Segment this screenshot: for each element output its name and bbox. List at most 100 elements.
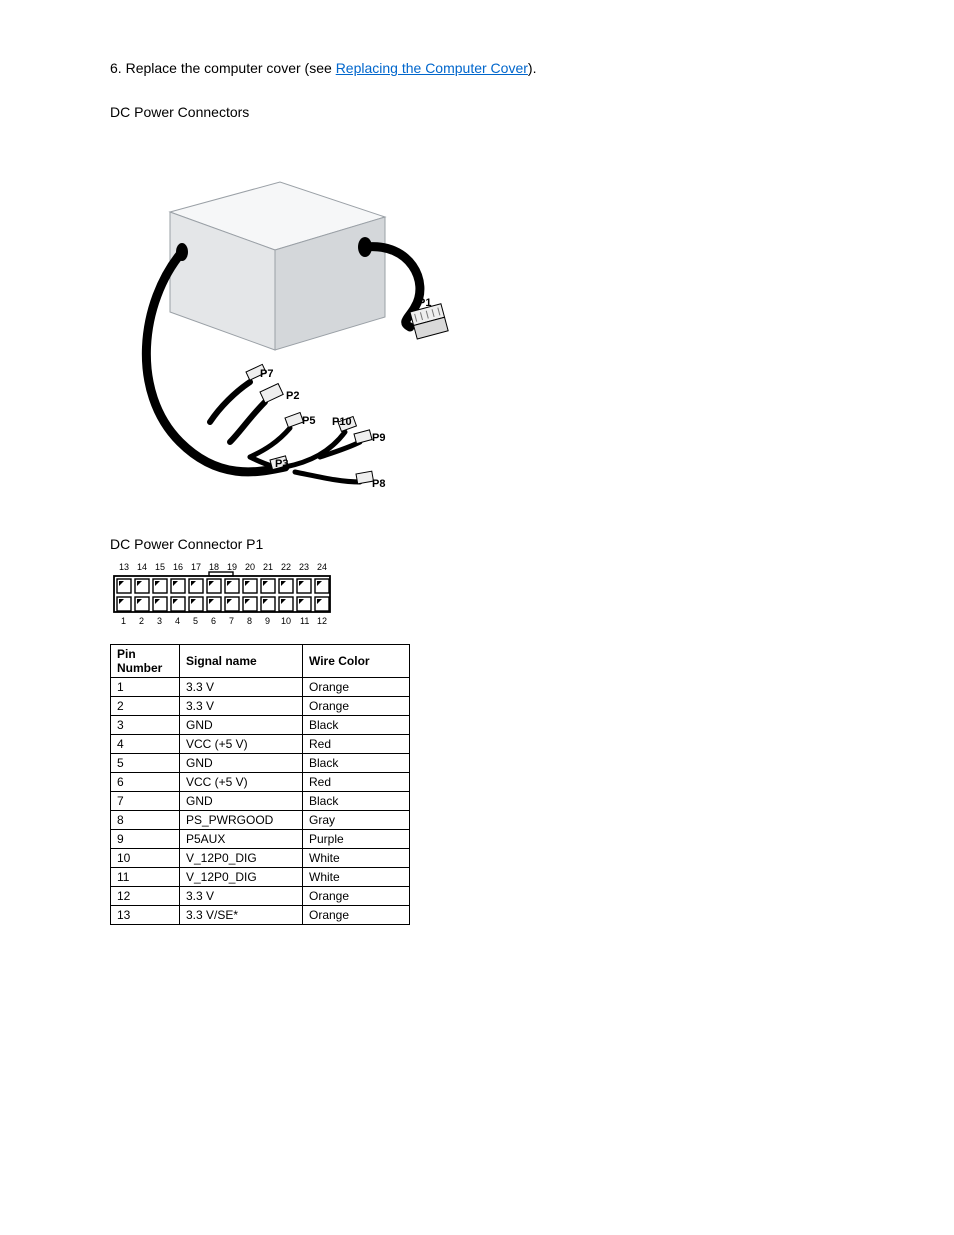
table-cell: Black (303, 716, 410, 735)
label-p3: P3 (275, 458, 288, 470)
pin-num-7: 7 (229, 616, 234, 626)
table-row: 4VCC (+5 V)Red (111, 735, 410, 754)
table-cell: 6 (111, 773, 180, 792)
pin-num-11: 11 (300, 616, 309, 626)
label-p8: P8 (372, 478, 385, 490)
table-cell: 3.3 V (180, 678, 303, 697)
table-cell: White (303, 868, 410, 887)
step-text-before: Replace the computer cover (see (126, 60, 336, 76)
table-row: 9P5AUXPurple (111, 830, 410, 849)
table-cell: 3 (111, 716, 180, 735)
table-cell: VCC (+5 V) (180, 735, 303, 754)
pin-num-8: 8 (247, 616, 252, 626)
table-cell: 11 (111, 868, 180, 887)
step-text-after: ). (528, 60, 537, 76)
pin-num-13: 13 (119, 562, 129, 572)
pin-num-1: 1 (121, 616, 126, 626)
table-cell: 1 (111, 678, 180, 697)
table-cell: 10 (111, 849, 180, 868)
pinout-svg: 13 14 15 16 17 18 19 20 21 22 23 24 1 2 … (110, 560, 335, 630)
table-cell: 4 (111, 735, 180, 754)
table-cell: Orange (303, 678, 410, 697)
pin-num-20: 20 (245, 562, 255, 572)
pin-table: Pin Number Signal name Wire Color 13.3 V… (110, 644, 410, 925)
table-cell: Red (303, 773, 410, 792)
pin-num-24: 24 (317, 562, 327, 572)
table-cell: 9 (111, 830, 180, 849)
table-cell: GND (180, 754, 303, 773)
table-cell: GND (180, 792, 303, 811)
table-row: 7GNDBlack (111, 792, 410, 811)
label-p2: P2 (286, 390, 299, 402)
label-p9: P9 (372, 432, 385, 444)
document-page: 6. Replace the computer cover (see Repla… (0, 0, 954, 1235)
table-row: 133.3 V/SE*Orange (111, 906, 410, 925)
table-row: 123.3 VOrange (111, 887, 410, 906)
table-row: 13.3 VOrange (111, 678, 410, 697)
pin-num-21: 21 (263, 562, 273, 572)
pin-num-22: 22 (281, 562, 291, 572)
table-header-row: Pin Number Signal name Wire Color (111, 645, 410, 678)
table-cell: Orange (303, 906, 410, 925)
psu-figure: P1 P7 P2 P5 P10 P3 P9 P8 (110, 132, 450, 512)
pin-num-10: 10 (281, 616, 291, 626)
table-cell: Orange (303, 887, 410, 906)
table-cell: White (303, 849, 410, 868)
table-cell: 7 (111, 792, 180, 811)
label-p10: P10 (332, 416, 352, 428)
pin-num-4: 4 (175, 616, 180, 626)
table-cell: GND (180, 716, 303, 735)
col-signal: Signal name (180, 645, 303, 678)
table-cell: 2 (111, 697, 180, 716)
table-row: 5GNDBlack (111, 754, 410, 773)
col-color: Wire Color (303, 645, 410, 678)
step-number: 6. (110, 60, 122, 76)
table-cell: VCC (+5 V) (180, 773, 303, 792)
label-p7: P7 (260, 368, 273, 380)
label-p1: P1 (418, 297, 431, 309)
table-row: 11V_12P0_DIGWhite (111, 868, 410, 887)
table-cell: Purple (303, 830, 410, 849)
connector-heading: DC Power Connector P1 (110, 536, 844, 552)
table-row: 10V_12P0_DIGWhite (111, 849, 410, 868)
label-p5: P5 (302, 415, 315, 427)
table-cell: Red (303, 735, 410, 754)
table-cell: Black (303, 754, 410, 773)
col-pin: Pin Number (111, 645, 180, 678)
table-cell: V_12P0_DIG (180, 849, 303, 868)
instruction-step: 6. Replace the computer cover (see Repla… (110, 60, 844, 76)
pin-num-16: 16 (173, 562, 183, 572)
pin-num-14: 14 (137, 562, 147, 572)
pin-num-15: 15 (155, 562, 165, 572)
pin-num-2: 2 (139, 616, 144, 626)
table-cell: 8 (111, 811, 180, 830)
table-row: 3GNDBlack (111, 716, 410, 735)
pin-num-19: 19 (227, 562, 237, 572)
table-cell: Gray (303, 811, 410, 830)
psu-diagram-svg (110, 132, 450, 512)
pin-num-3: 3 (157, 616, 162, 626)
pin-num-5: 5 (193, 616, 198, 626)
table-cell: P5AUX (180, 830, 303, 849)
table-row: 6VCC (+5 V)Red (111, 773, 410, 792)
section-title: DC Power Connectors (110, 104, 844, 120)
table-cell: 5 (111, 754, 180, 773)
pin-num-12: 12 (317, 616, 327, 626)
table-cell: Black (303, 792, 410, 811)
table-cell: V_12P0_DIG (180, 868, 303, 887)
table-cell: Orange (303, 697, 410, 716)
table-row: 8PS_PWRGOODGray (111, 811, 410, 830)
cover-link[interactable]: Replacing the Computer Cover (336, 60, 528, 76)
pin-num-9: 9 (265, 616, 270, 626)
table-cell: 13 (111, 906, 180, 925)
table-cell: 3.3 V (180, 697, 303, 716)
table-cell: 3.3 V/SE* (180, 906, 303, 925)
table-cell: PS_PWRGOOD (180, 811, 303, 830)
pin-num-23: 23 (299, 562, 309, 572)
pin-num-17: 17 (191, 562, 201, 572)
pin-num-18: 18 (209, 562, 219, 572)
pin-num-6: 6 (211, 616, 216, 626)
table-row: 23.3 VOrange (111, 697, 410, 716)
table-cell: 3.3 V (180, 887, 303, 906)
table-cell: 12 (111, 887, 180, 906)
